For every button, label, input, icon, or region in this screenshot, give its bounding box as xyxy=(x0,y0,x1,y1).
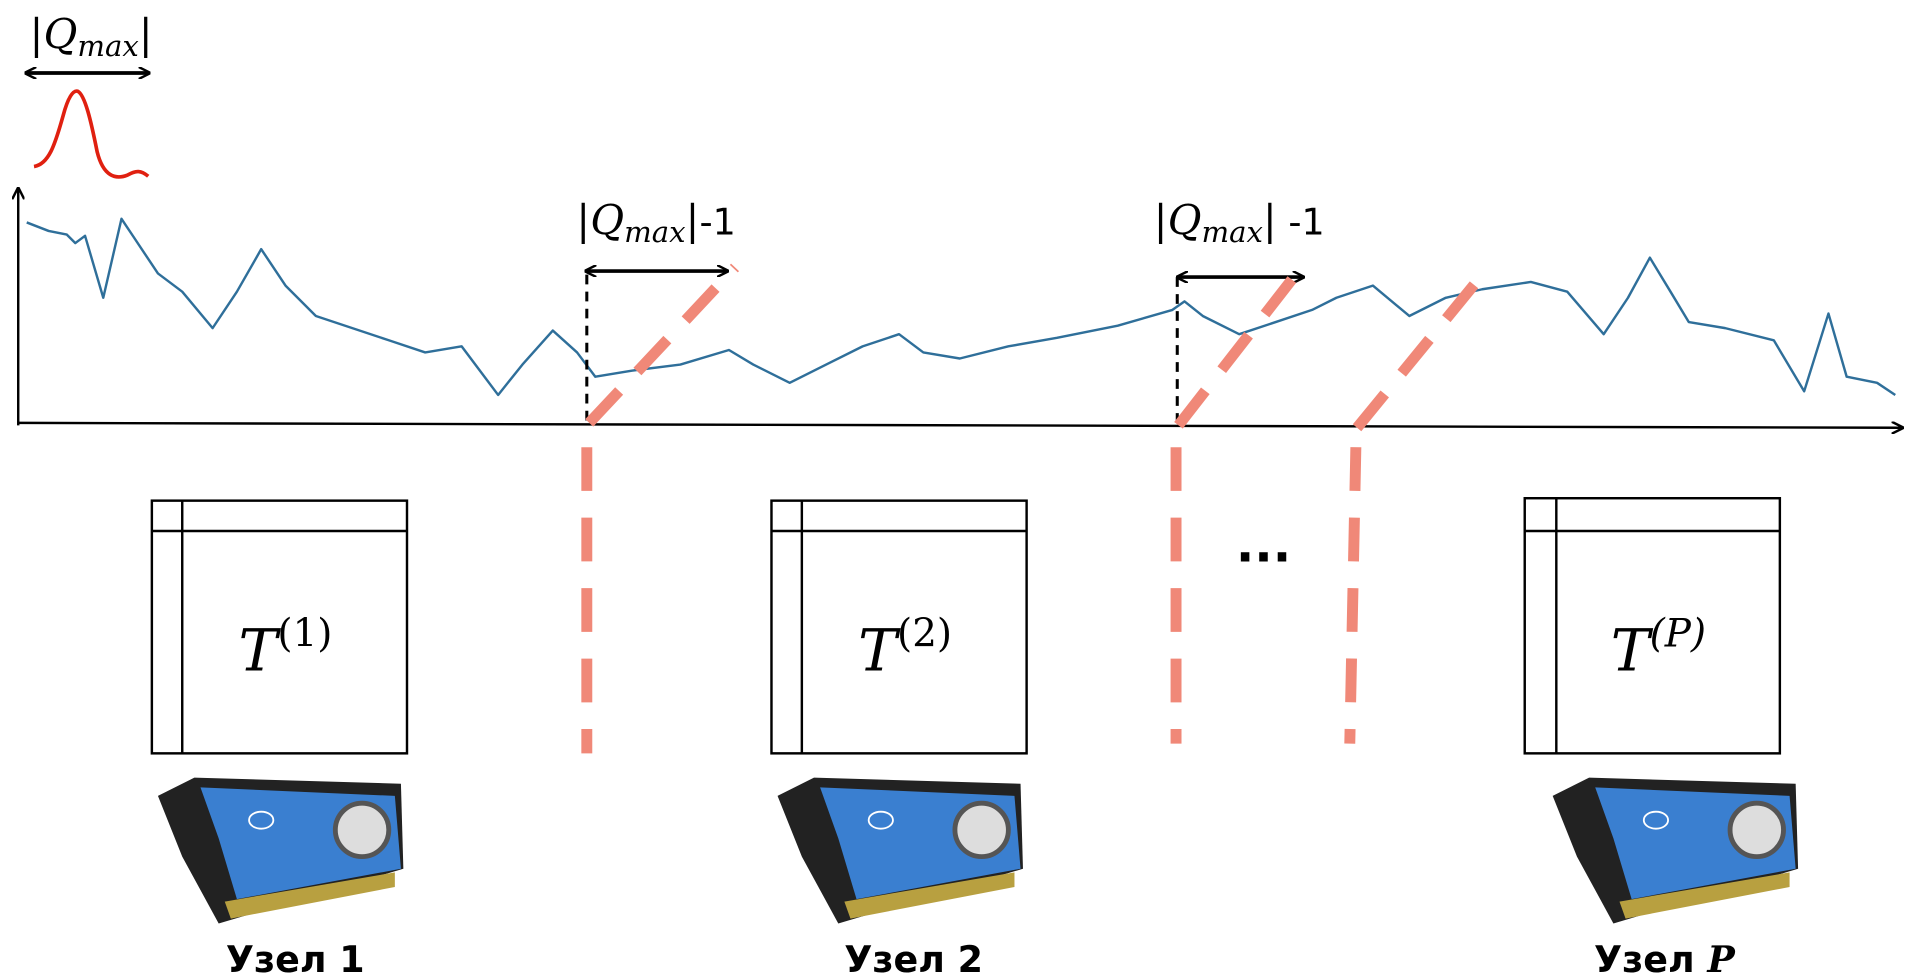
subscript: max xyxy=(77,29,138,63)
query-label: |Qmax| xyxy=(30,11,153,63)
symbol: Q xyxy=(43,11,77,59)
ellipsis: ... xyxy=(1236,517,1291,573)
superscript: (1) xyxy=(277,611,332,656)
bar: | xyxy=(576,197,590,245)
symbol: Q xyxy=(1168,197,1202,245)
node-label: Узел 1 xyxy=(226,938,365,977)
bar: | xyxy=(686,197,700,245)
matrix-label: T(1) xyxy=(239,611,333,684)
bar: | xyxy=(30,11,44,59)
query-curve xyxy=(34,91,148,177)
symbol: T xyxy=(858,617,901,685)
accelerator-card xyxy=(158,778,403,924)
matrix-label: T(P) xyxy=(1611,611,1706,684)
overlap-label: |Qmax|-1 xyxy=(576,197,736,249)
subscript: max xyxy=(624,215,685,249)
node-label: Узел P xyxy=(1594,938,1736,977)
node-word: Узел xyxy=(1594,938,1707,977)
bar: | xyxy=(1263,197,1277,245)
suffix: -1 xyxy=(699,201,735,244)
node-index: P xyxy=(1706,938,1736,977)
node-label: Узел 2 xyxy=(844,938,983,977)
suffix: -1 xyxy=(1277,201,1325,244)
overlap-label: |Qmax| -1 xyxy=(1154,197,1325,249)
subscript: max xyxy=(1201,215,1262,249)
symbol: T xyxy=(239,617,282,685)
superscript: (P) xyxy=(1650,611,1706,656)
x-axis xyxy=(18,423,1901,428)
superscript: (2) xyxy=(897,611,952,656)
bar: | xyxy=(1154,197,1168,245)
matrix-label: T(2) xyxy=(858,611,952,684)
symbol: T xyxy=(1611,617,1654,685)
separators xyxy=(587,261,1488,753)
diagram: |Qmax| |Qmax|-1 |Qmax| -1 T(1) T(2) T(P)… xyxy=(0,0,1905,977)
time-series xyxy=(27,219,1896,395)
symbol: Q xyxy=(590,197,624,245)
bar: | xyxy=(139,11,153,59)
matrices xyxy=(152,498,1780,753)
